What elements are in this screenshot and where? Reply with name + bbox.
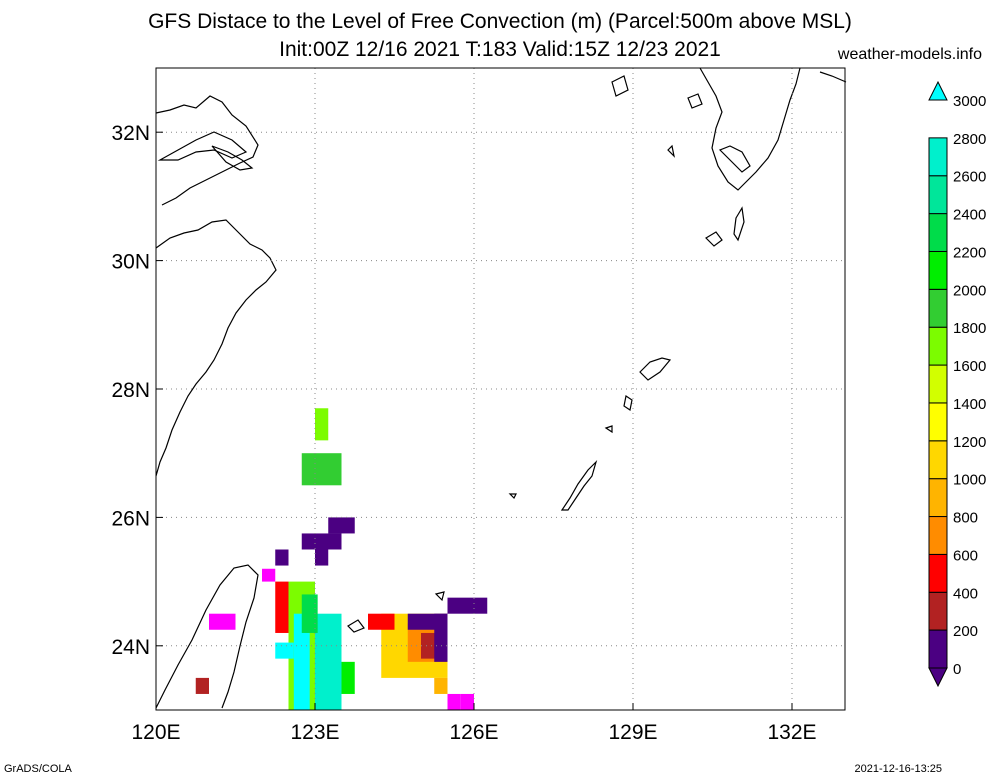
- colorbar-segment: [928, 175, 948, 215]
- grid-layer: [155, 68, 845, 710]
- field-cell: [195, 677, 209, 694]
- colorbar-segment: [928, 364, 948, 404]
- field-cell: [275, 581, 289, 633]
- coastline-amami: [639, 357, 672, 381]
- field-cell: [315, 408, 329, 441]
- coastline-tanegashima: [733, 206, 745, 242]
- field-cell: [460, 693, 474, 710]
- footer-software: GrADS/COLA: [4, 763, 72, 775]
- coastline-island-b: [604, 425, 613, 434]
- field-cell: [275, 549, 289, 566]
- lon-tick-label: 120E: [131, 721, 180, 744]
- field-cell: [447, 597, 488, 614]
- lat-tick-label: 24N: [111, 636, 150, 659]
- colorbar-label: 1000: [953, 472, 986, 489]
- colorbar-label: 400: [953, 585, 978, 602]
- field-cell: [301, 453, 342, 486]
- coastline-china-inlet: [157, 131, 248, 161]
- field-cell: [328, 517, 355, 534]
- colorbar-segment: [928, 667, 948, 688]
- field-cell: [301, 594, 318, 633]
- coastline-layer: [155, 67, 847, 709]
- colorbar-segment: [928, 440, 948, 480]
- field-cell: [209, 613, 236, 630]
- coastline-okinawa: [560, 459, 598, 511]
- colorbar-label: 1400: [953, 396, 986, 413]
- colorbar-label: 2200: [953, 244, 986, 261]
- credit-label: weather-models.info: [837, 46, 982, 63]
- colorbar-segment: [928, 402, 948, 442]
- lon-tick-label: 123E: [290, 721, 339, 744]
- field-cell: [434, 677, 448, 694]
- colorbar-segment: [928, 137, 948, 177]
- colorbar-label: 2000: [953, 282, 986, 299]
- field-cell: [315, 549, 329, 566]
- colorbar-segment: [928, 591, 948, 631]
- field-cell: [368, 613, 395, 630]
- coastline-island-d: [434, 591, 445, 602]
- colorbar-segment: [928, 288, 948, 328]
- lat-tick-label: 28N: [111, 379, 150, 402]
- colorbar: 0 200 400 600 800 1000 1200 1400 1600 1800 2000 220…: [928, 80, 986, 688]
- field-cell: [447, 693, 461, 710]
- lat-tick-label: 32N: [111, 122, 150, 145]
- colorbar-segment: [928, 80, 948, 101]
- coastline-island-c: [508, 493, 517, 500]
- colorbar-label: 600: [953, 547, 978, 564]
- field-cell: [301, 533, 342, 550]
- colorbar-label: 1800: [953, 320, 986, 337]
- footer-timestamp: 2021-12-16-13:25: [854, 763, 942, 775]
- colorbar-label: 0: [953, 661, 961, 678]
- map-title: GFS Distace to the Level of Free Convect…: [148, 10, 852, 33]
- coastline-kyushu-bay: [718, 145, 751, 173]
- lon-tick-label: 132E: [767, 721, 816, 744]
- field-cell: [293, 613, 310, 710]
- coastline-island-a: [623, 395, 633, 411]
- colorbar-label: 2400: [953, 207, 986, 224]
- colorbar-segment: [928, 213, 948, 252]
- coastline-china: [155, 95, 277, 477]
- coastline-island-e: [667, 144, 675, 158]
- field-cell: [275, 642, 294, 659]
- coastline-hangzhou-bay: [211, 145, 254, 171]
- coastline-shikoku: [819, 71, 847, 83]
- colorbar-segment: [928, 250, 948, 290]
- field-cell: [262, 568, 276, 582]
- lon-tick-label: 126E: [449, 721, 498, 744]
- colorbar-segment: [928, 553, 948, 593]
- coastline-ishigaki: [347, 619, 365, 633]
- field-cell: [315, 613, 342, 710]
- lat-tick-label: 30N: [111, 251, 150, 274]
- colorbar-label: 800: [953, 510, 978, 527]
- colorbar-segment: [928, 629, 948, 669]
- colorbar-segment: [928, 478, 948, 518]
- colorbar-label: 3000: [953, 93, 986, 110]
- lat-tick-label: 26N: [111, 507, 150, 530]
- coastline-island-f: [687, 93, 703, 109]
- colorbar-label: 2800: [953, 131, 986, 148]
- coastline-taiwan: [155, 564, 259, 709]
- colorbar-label: 200: [953, 623, 978, 640]
- colorbar-segment: [928, 326, 948, 366]
- field-layer: [195, 408, 488, 710]
- colorbar-label: 2600: [953, 169, 986, 186]
- coastline-goto: [611, 75, 629, 97]
- lon-tick-label: 129E: [608, 721, 657, 744]
- colorbar-label: 1200: [953, 434, 986, 451]
- colorbar-label: 1600: [953, 358, 986, 375]
- field-cell: [407, 613, 448, 630]
- coastline-kyushu: [699, 67, 801, 191]
- colorbar-segment: [928, 516, 948, 555]
- axis-ticks: 120E 123E 126E 129E 132E 24N 26N 28N 30N 32N: [111, 122, 816, 744]
- map-subtitle: Init:00Z 12/16 2021 T:183 Valid:15Z 12/2…: [279, 38, 721, 61]
- coastline-yakushima: [705, 231, 723, 247]
- field-cell: [341, 661, 355, 694]
